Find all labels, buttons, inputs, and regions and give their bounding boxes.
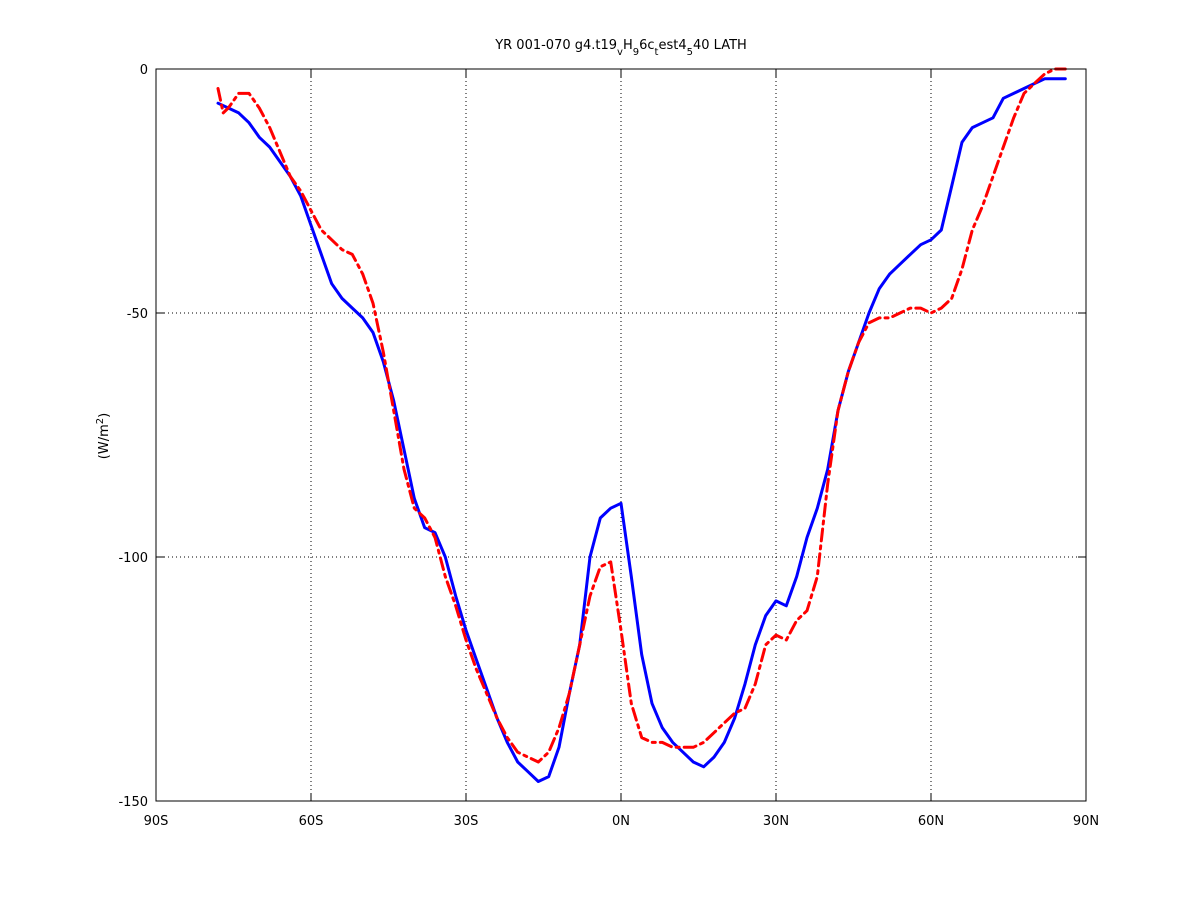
series-lines bbox=[216, 67, 1067, 783]
y-axis-label-text: (W/m bbox=[97, 424, 112, 459]
chart-title-part: v bbox=[617, 47, 623, 58]
x-tick-label: 30S bbox=[454, 814, 479, 829]
y-tick-label: 0 bbox=[140, 63, 148, 78]
y-tick-label: -150 bbox=[118, 795, 148, 810]
x-tick-label: 90S bbox=[144, 814, 169, 829]
grid-lines bbox=[156, 69, 1086, 801]
chart-title-part: 9 bbox=[633, 47, 639, 58]
x-tick-label: 30N bbox=[763, 814, 789, 829]
chart-title-part: 5 bbox=[687, 47, 693, 58]
y-tick-label: -50 bbox=[127, 307, 148, 322]
x-tick-label: 60N bbox=[918, 814, 944, 829]
chart-title-part: 40 LATH bbox=[693, 38, 747, 53]
chart-title-part: 6c bbox=[639, 38, 654, 53]
x-tick-label: 90N bbox=[1073, 814, 1099, 829]
tick-labels: 90S 60S 30S 0N 30N 60N 90N -150 -100 -50 0 bbox=[118, 63, 1099, 829]
y-tick-label: -100 bbox=[118, 551, 148, 566]
series-line-red bbox=[216, 67, 1067, 764]
axis-ticks bbox=[155, 68, 1087, 802]
chart-title-part: H bbox=[623, 38, 633, 53]
chart-title-part: est4 bbox=[658, 38, 686, 53]
y-axis-label-superscript: 2 bbox=[95, 418, 106, 424]
chart-title: YR 001-070 g4.t19vH96ctest4540 LATH bbox=[494, 38, 747, 58]
y-axis-label-close: ) bbox=[97, 413, 112, 418]
y-axis-label: (W/m2) bbox=[95, 413, 113, 459]
x-tick-label: 60S bbox=[299, 814, 324, 829]
chart-title-part: t bbox=[655, 47, 659, 58]
x-tick-label: 0N bbox=[612, 814, 630, 829]
series-line-blue bbox=[216, 77, 1067, 783]
chart-title-part: YR 001-070 g4.t19 bbox=[494, 38, 617, 53]
